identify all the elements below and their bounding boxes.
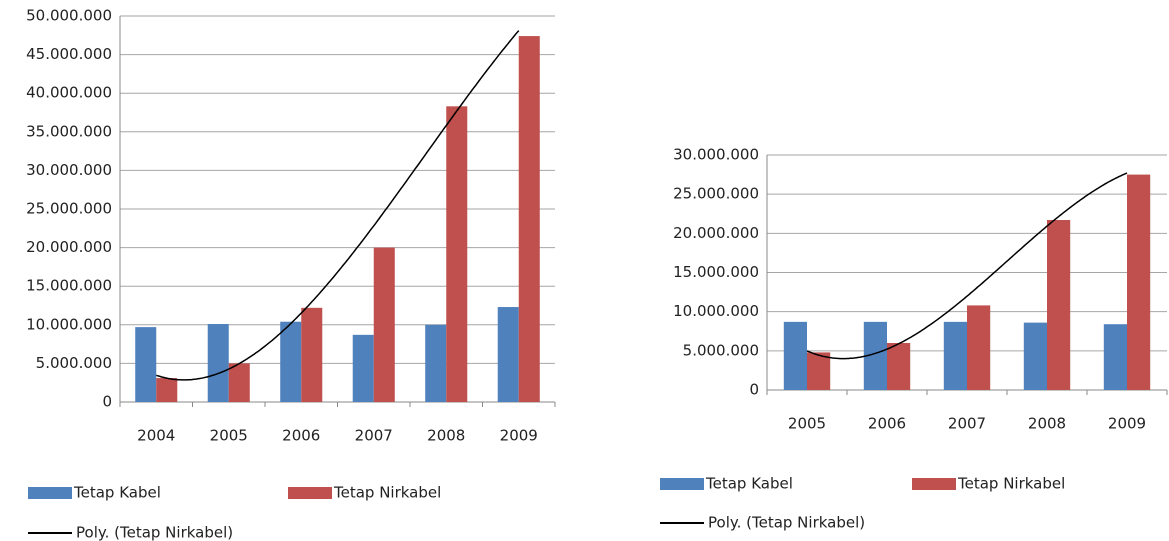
x-tick-label: 2008: [1028, 415, 1066, 433]
x-tick-label: 2004: [137, 427, 175, 445]
legend-label: Tetap Kabel: [705, 475, 793, 493]
bar: [301, 307, 323, 402]
bar: [425, 324, 447, 402]
y-tick-label: 10.000.000: [673, 302, 759, 320]
bar: [783, 321, 807, 390]
bar: [887, 343, 911, 390]
bar: [1127, 174, 1151, 390]
bar: [943, 321, 967, 390]
y-tick-label: 45.000.000: [26, 45, 112, 63]
y-tick-label: 25.000.000: [673, 185, 759, 203]
y-tick-label: 30.000.000: [26, 161, 112, 179]
bar: [1023, 322, 1047, 390]
y-tick-label: 10.000.000: [26, 315, 112, 333]
x-tick-label: 2008: [427, 427, 465, 445]
bar: [352, 334, 374, 402]
x-tick-label: 2009: [1108, 415, 1146, 433]
trendline: [806, 172, 1128, 360]
y-tick-label: 50.000.000: [26, 7, 112, 25]
x-tick-label: 2007: [948, 415, 986, 433]
legend-swatch: [912, 478, 956, 490]
y-tick-label: 0: [749, 381, 759, 399]
legend-label: Tetap Kabel: [73, 484, 161, 502]
legend-label: Poly. (Tetap Nirkabel): [76, 524, 233, 541]
bar: [863, 321, 887, 390]
bar: [207, 324, 229, 402]
y-tick-label: 40.000.000: [26, 84, 112, 102]
y-tick-label: 35.000.000: [26, 122, 112, 140]
x-tick-label: 2005: [210, 427, 248, 445]
x-tick-label: 2007: [355, 427, 393, 445]
x-tick-label: 2006: [282, 427, 320, 445]
x-tick-label: 2009: [500, 427, 538, 445]
legend-swatch: [660, 478, 704, 490]
bar: [156, 378, 178, 402]
y-tick-label: 5.000.000: [36, 354, 112, 372]
y-tick-label: 20.000.000: [673, 224, 759, 242]
bar: [807, 352, 831, 390]
bar: [135, 327, 157, 402]
bar: [228, 363, 250, 402]
legend-swatch: [288, 487, 332, 499]
bar: [446, 106, 468, 402]
y-tick-label: 15.000.000: [673, 263, 759, 281]
x-tick-label: 2006: [868, 415, 906, 433]
x-tick-label: 2005: [788, 415, 826, 433]
y-tick-label: 30.000.000: [673, 146, 759, 164]
bar: [497, 307, 519, 402]
legend-label: Poly. (Tetap Nirkabel): [708, 514, 865, 532]
bar: [1103, 324, 1127, 390]
legend-label: Tetap Nirkabel: [957, 475, 1065, 493]
bar: [373, 247, 395, 402]
y-tick-label: 15.000.000: [26, 277, 112, 295]
bar: [280, 321, 302, 402]
y-tick-label: 25.000.000: [26, 200, 112, 218]
y-tick-label: 20.000.000: [26, 238, 112, 256]
legend-swatch: [28, 487, 72, 499]
trendline: [156, 30, 520, 381]
y-tick-label: 5.000.000: [683, 341, 759, 359]
bar: [518, 36, 540, 403]
bar: [967, 305, 991, 390]
bar: [1047, 220, 1071, 390]
legend-label: Tetap Nirkabel: [333, 484, 441, 502]
y-tick-label: 0: [102, 393, 112, 411]
